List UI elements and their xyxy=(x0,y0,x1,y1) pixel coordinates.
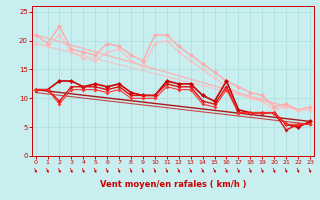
X-axis label: Vent moyen/en rafales ( km/h ): Vent moyen/en rafales ( km/h ) xyxy=(100,180,246,189)
